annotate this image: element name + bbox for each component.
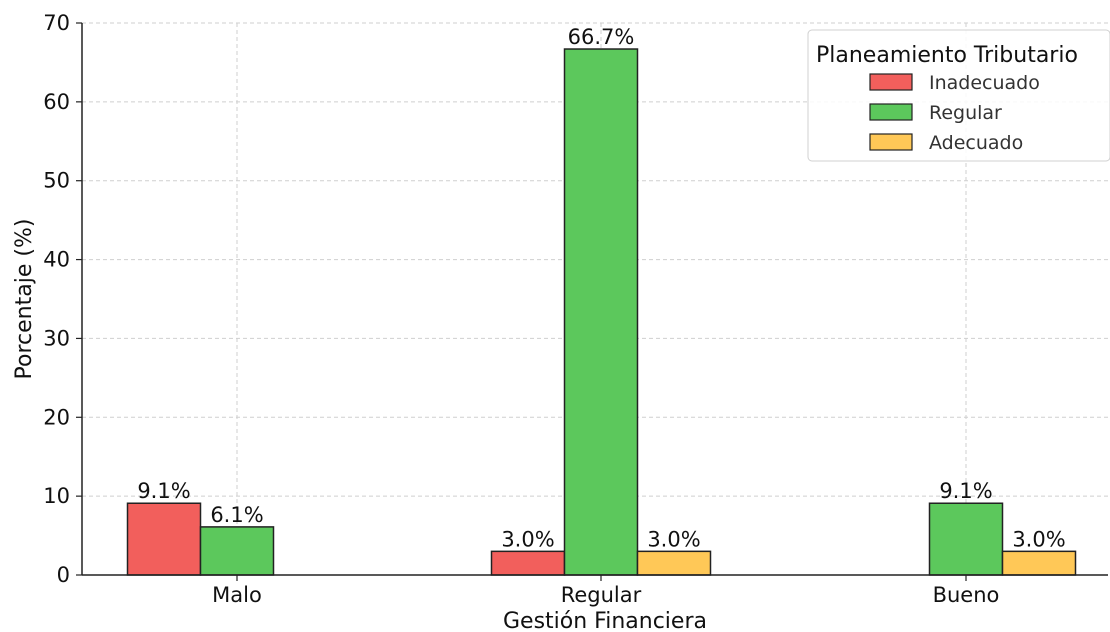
- legend-label-inadecuado: Inadecuado: [929, 72, 1040, 94]
- axes: [81, 23, 1108, 576]
- legend-label-regular: Regular: [929, 102, 1002, 124]
- legend-box: [807, 29, 1110, 162]
- x-tick-label: Bueno: [933, 583, 1000, 607]
- data-label: 66.7%: [568, 25, 635, 49]
- legend-swatch-adecuado: [869, 133, 913, 151]
- data-label: 3.0%: [647, 527, 700, 551]
- bar-inadecuado-malo: [126, 502, 202, 576]
- x-tick-label: Malo: [212, 583, 262, 607]
- data-labels: 9.1% 6.1% 3.0% 66.7% 3.0% 9.1% 3.0%: [137, 25, 1065, 551]
- legend-swatch-inadecuado: [869, 73, 913, 91]
- x-tick-label: Regular: [561, 583, 642, 607]
- y-tick-label: 60: [43, 90, 70, 114]
- bars: [126, 48, 1077, 576]
- y-tick-label: 10: [43, 484, 70, 508]
- legend-label-adecuado: Adecuado: [929, 132, 1023, 154]
- data-label: 3.0%: [1012, 527, 1065, 551]
- data-label: 9.1%: [137, 479, 190, 503]
- y-tick-label: 70: [43, 11, 70, 35]
- ticks: 0 10 20 30 40 50 60 70 Malo Regular Bueno: [43, 11, 999, 607]
- y-tick-label: 20: [43, 405, 70, 429]
- y-axis-title: Porcentaje (%): [12, 219, 37, 380]
- legend-title: Planeamiento Tributario: [816, 43, 1078, 68]
- y-tick-label: 30: [43, 326, 70, 350]
- legend-swatch-regular: [869, 103, 913, 121]
- bar-adecuado-bueno: [1001, 550, 1077, 576]
- bar-inadecuado-regular: [490, 550, 566, 576]
- bar-regular-regular: [563, 48, 639, 576]
- y-tick-label: 0: [57, 563, 70, 587]
- y-tick-label: 40: [43, 248, 70, 272]
- legend: Planeamiento Tributario Inadecuado Regula…: [807, 29, 1110, 162]
- bar-adecuado-regular: [636, 550, 712, 576]
- y-tick-label: 50: [43, 169, 70, 193]
- data-label: 6.1%: [210, 503, 263, 527]
- bar-regular-malo: [199, 526, 275, 576]
- legend-items: Inadecuado Regular Adecuado: [869, 72, 1040, 154]
- bar-regular-bueno: [928, 502, 1004, 576]
- x-axis-title: Gestión Financiera: [503, 609, 707, 632]
- data-label: 9.1%: [939, 479, 992, 503]
- data-label: 3.0%: [501, 527, 554, 551]
